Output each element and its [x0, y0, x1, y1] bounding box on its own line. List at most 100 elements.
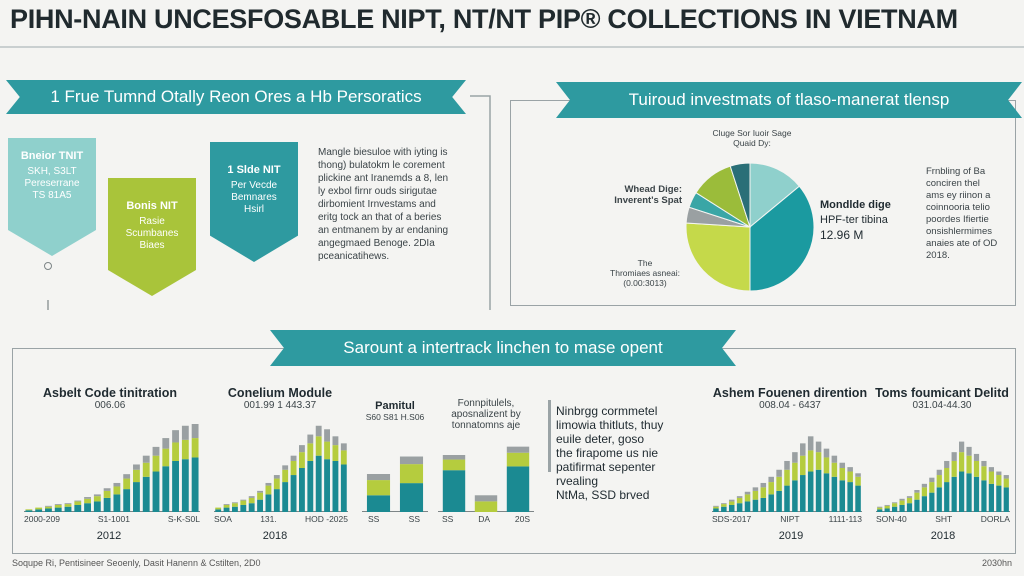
- bar-segment: [1003, 487, 1009, 512]
- bar-segment: [831, 455, 838, 463]
- bar-segment: [973, 460, 980, 477]
- pie-label-line: (0.00:3013): [623, 278, 667, 288]
- bar-segment: [54, 504, 62, 505]
- bar-segment: [506, 452, 530, 467]
- bar-segment: [442, 470, 466, 512]
- paragraph-line: pceanicatihews.: [318, 251, 390, 262]
- bar-segment: [299, 452, 305, 468]
- bar-segment: [74, 501, 82, 505]
- bar-segment: [721, 506, 727, 512]
- bar-chart-2-xlabels: SOA 131. HOD -2025: [214, 514, 348, 524]
- bar-segment: [223, 504, 230, 508]
- bar-segment: [752, 490, 759, 500]
- title-divider: [0, 46, 1024, 48]
- bar-segment: [315, 436, 322, 456]
- callout-line: Bemnares: [231, 192, 277, 203]
- bar-chart-1-year: 2012: [96, 530, 122, 542]
- chart-subtitle: 006.06: [94, 400, 126, 411]
- bar-segment: [752, 487, 759, 491]
- bar-segment: [768, 482, 774, 495]
- bar-segment: [744, 494, 751, 502]
- bar-segment: [892, 503, 898, 507]
- bar-segment: [736, 496, 743, 498]
- bar-segment: [936, 475, 942, 488]
- bar-segment: [988, 471, 994, 484]
- bar-segment: [133, 464, 140, 470]
- x-tick-label: SS: [368, 514, 380, 524]
- x-tick-label: SOA: [214, 514, 232, 524]
- bar-segment: [324, 441, 330, 460]
- bar-segment: [232, 502, 238, 504]
- chart-title: Toms foumicant Delitd: [875, 386, 1009, 400]
- side-text-line: 2018.: [926, 250, 950, 261]
- bar-segment: [847, 482, 853, 512]
- bar-segment: [25, 509, 33, 511]
- side-text-line: poordes Ifiertie: [926, 214, 989, 225]
- bar-segment: [736, 497, 743, 504]
- bar-segment: [800, 475, 806, 512]
- x-tick-label: SDS-2017: [712, 514, 752, 524]
- callout-title: Bneior TNIT: [20, 150, 84, 162]
- bar-segment: [839, 462, 846, 468]
- bar-chart-5-header: Ashem Fouenen dirention 008.04 - 6437: [712, 386, 868, 411]
- bar-segment: [232, 503, 238, 507]
- bar-segment: [959, 452, 965, 472]
- bar-segment: [442, 459, 466, 471]
- bar-segment: [877, 509, 883, 512]
- bar-segment: [807, 436, 814, 451]
- bar-segment: [191, 438, 199, 458]
- connector-dot: [44, 262, 52, 270]
- bar-segment: [506, 446, 530, 453]
- bar-segment: [54, 507, 62, 512]
- x-tick-label: 131.: [260, 514, 277, 524]
- bar-segment: [929, 477, 935, 483]
- bar-segment: [713, 505, 719, 507]
- paragraph-line: eritg tock an that of a beries: [318, 212, 442, 223]
- bar-segment: [892, 506, 898, 512]
- bar-segment: [35, 507, 43, 510]
- bar-segment: [929, 482, 935, 493]
- bar-segment: [966, 455, 972, 474]
- bar-segment: [307, 434, 314, 444]
- pie-label-line: Cluge Sor Iuoir Sage: [712, 128, 792, 138]
- bar-segment: [123, 474, 131, 479]
- pie-slice-1: [749, 185, 815, 292]
- bar-segment: [399, 456, 424, 465]
- callout-line: Rasie: [139, 216, 165, 227]
- bar-segment: [232, 506, 238, 512]
- bar-segment: [103, 497, 111, 512]
- bar-segment: [64, 504, 72, 507]
- pie-slice-0: [749, 162, 801, 229]
- bar-segment: [713, 506, 719, 509]
- bar-segment: [265, 485, 272, 495]
- bar-segment: [133, 482, 140, 512]
- bar-segment: [760, 487, 767, 498]
- x-tick-label: S1-1001: [97, 514, 130, 524]
- bar-segment: [240, 500, 247, 505]
- bar-segment: [162, 466, 170, 512]
- pie-label-line: Inverent's Spat: [614, 195, 682, 206]
- callout-line: Biaes: [139, 240, 165, 251]
- bar-segment: [399, 483, 424, 512]
- bar-segment: [248, 497, 255, 504]
- chart-subtitle: 031.04-44.30: [912, 400, 972, 411]
- bar-segment: [792, 480, 798, 512]
- pie-label-line: HPF-ter tibina: [820, 214, 888, 226]
- right-panel-side-text: Frnbling of Ba conciren thel ams ey riin…: [926, 166, 1012, 262]
- bar-segment: [760, 497, 767, 512]
- bar-segment: [324, 459, 330, 512]
- bar-segment: [884, 508, 890, 512]
- bar-segment: [332, 436, 339, 446]
- bar-segment: [1003, 475, 1009, 479]
- bar-segment: [442, 455, 466, 460]
- callout-slde-nit: 1 Slde NIT Per Vecde Bemnares Hsirl: [210, 142, 298, 262]
- bar-chart-3-header: Pamitul S60 S81 H.S06: [358, 400, 432, 422]
- bar-segment: [315, 455, 322, 512]
- pie-label-line: The: [637, 258, 653, 268]
- bar-segment: [299, 468, 305, 512]
- bar-segment: [936, 469, 942, 476]
- bar-segment: [181, 425, 189, 440]
- bar-segment: [257, 490, 263, 493]
- bar-segment: [123, 489, 131, 512]
- lower-note-text: Ninbrgg cormmetel limowia thitluts, thuy…: [556, 404, 716, 502]
